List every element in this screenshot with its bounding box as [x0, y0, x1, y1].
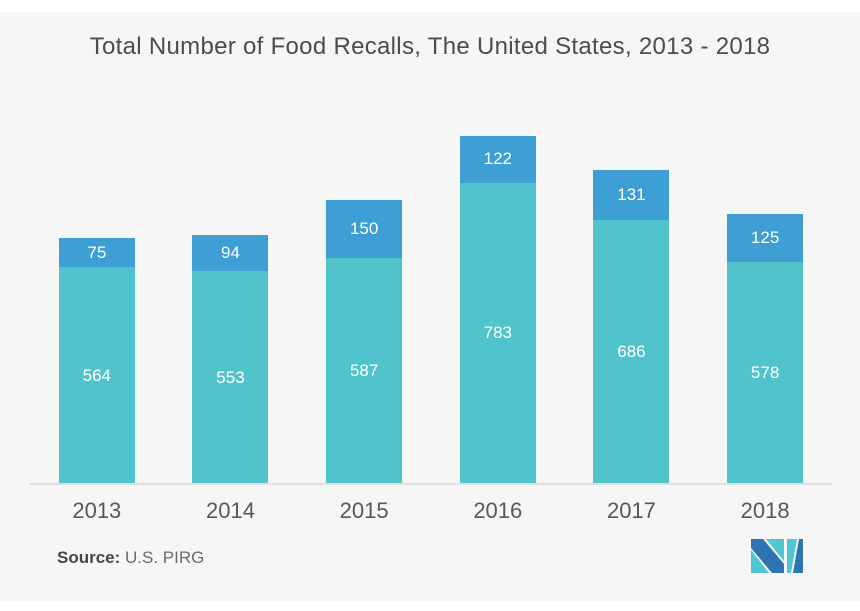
- chart-background-panel: [0, 12, 860, 601]
- source-label: Source:: [57, 548, 121, 567]
- value-label: 578: [750, 362, 780, 382]
- bar-2015: 150 587: [326, 200, 403, 484]
- value-label: 150: [349, 219, 379, 239]
- bar-2016: 122 783: [459, 135, 536, 484]
- bar-2016-bottom-segment: 783: [459, 182, 536, 484]
- bar-2018-bottom-segment: 578: [727, 261, 804, 484]
- value-label: 75: [87, 242, 107, 262]
- bar-2014: 94 553: [192, 235, 269, 484]
- x-tick-label-2014: 2014: [206, 498, 255, 523]
- value-label: 783: [483, 323, 512, 343]
- bar-2016-top-segment: 122: [459, 135, 536, 183]
- x-tick-label-2013: 2013: [72, 498, 122, 523]
- x-tick-label-2017: 2017: [606, 498, 656, 523]
- chart-title: Total Number of Food Recalls, The United…: [89, 33, 771, 60]
- value-label: 553: [216, 367, 245, 387]
- bar-2018-top-segment: 125: [727, 213, 804, 262]
- bar-2013: 75 564: [58, 238, 135, 484]
- source-caption: Source: U.S. PIRG: [57, 548, 204, 568]
- x-tick-label-2015: 2015: [339, 498, 389, 523]
- bar-2013-top-segment: 75: [58, 238, 135, 267]
- plot-area: 75 564 94 553 150 587 122 783 131 686 125 578: [30, 120, 832, 484]
- x-axis-line: [30, 483, 832, 485]
- value-label: 587: [349, 361, 379, 381]
- value-label: 131: [617, 184, 646, 204]
- x-tick-label-2018: 2018: [740, 498, 790, 523]
- bar-2015-bottom-segment: 587: [326, 258, 403, 484]
- bar-2017: 131 686: [593, 169, 670, 484]
- value-label: 125: [750, 227, 780, 247]
- x-axis-labels: 2013 2014 2015 2016 2017 2018: [30, 498, 832, 524]
- bar-2017-top-segment: 131: [593, 169, 670, 221]
- bar-2014-top-segment: 94: [192, 235, 269, 272]
- value-label: 122: [483, 149, 512, 169]
- bar-2017-bottom-segment: 686: [593, 220, 670, 484]
- x-tick-label-2016: 2016: [473, 498, 523, 523]
- bar-2014-bottom-segment: 553: [192, 271, 269, 484]
- value-label: 94: [221, 243, 240, 263]
- bar-2013-bottom-segment: 564: [58, 267, 135, 484]
- value-label: 564: [82, 365, 112, 385]
- source-text: U.S. PIRG: [120, 548, 205, 567]
- mordor-intelligence-logo: [751, 539, 803, 573]
- value-label: 686: [617, 342, 646, 362]
- bar-2018: 125 578: [727, 213, 804, 484]
- bar-2015-top-segment: 150: [326, 200, 403, 259]
